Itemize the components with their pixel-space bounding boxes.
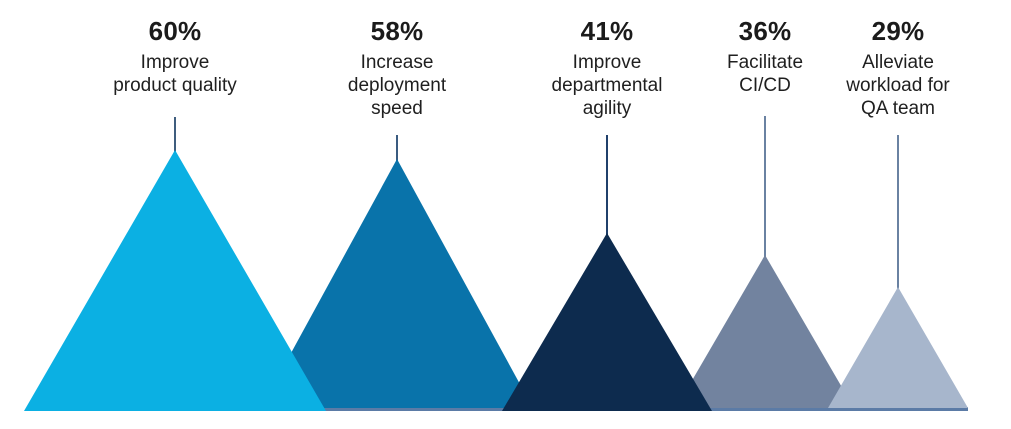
label-line: departmental bbox=[551, 75, 663, 96]
peak-label-column-2: 58% Increase deployment speed bbox=[302, 16, 492, 120]
label-line: deployment bbox=[347, 75, 447, 96]
label-line: Improve bbox=[140, 52, 210, 73]
percent-value: 29% bbox=[871, 16, 925, 46]
peak-label-column-4: 36% Facilitate CI/CD bbox=[670, 16, 860, 97]
triangle-peak-5 bbox=[828, 287, 968, 408]
label-line: agility bbox=[582, 98, 632, 119]
label-line: CI/CD bbox=[739, 75, 791, 96]
peak-label-column-5: 29% Alleviate workload for QA team bbox=[803, 16, 993, 120]
percent-value: 58% bbox=[370, 16, 424, 46]
percent-value: 36% bbox=[738, 16, 792, 46]
label-line: Alleviate bbox=[862, 52, 934, 73]
label-line: workload for bbox=[846, 75, 950, 96]
label-line: Facilitate bbox=[726, 52, 804, 73]
percent-value: 41% bbox=[580, 16, 634, 46]
peak-label-column-1: 60% Improve product quality bbox=[80, 16, 270, 97]
label-line: Improve bbox=[572, 52, 642, 73]
triangle-peak-2 bbox=[261, 159, 533, 408]
peak-label-column-3: 41% Improve departmental agility bbox=[512, 16, 702, 120]
label-line: Increase bbox=[360, 52, 434, 73]
label-line: product quality bbox=[113, 75, 237, 96]
label-line: speed bbox=[371, 98, 423, 119]
triangle-peak-1 bbox=[24, 150, 326, 411]
percent-value: 60% bbox=[148, 16, 202, 46]
triangle-peak-4 bbox=[676, 255, 854, 408]
triangle-peak-3 bbox=[502, 233, 712, 411]
label-line: QA team bbox=[861, 98, 935, 119]
